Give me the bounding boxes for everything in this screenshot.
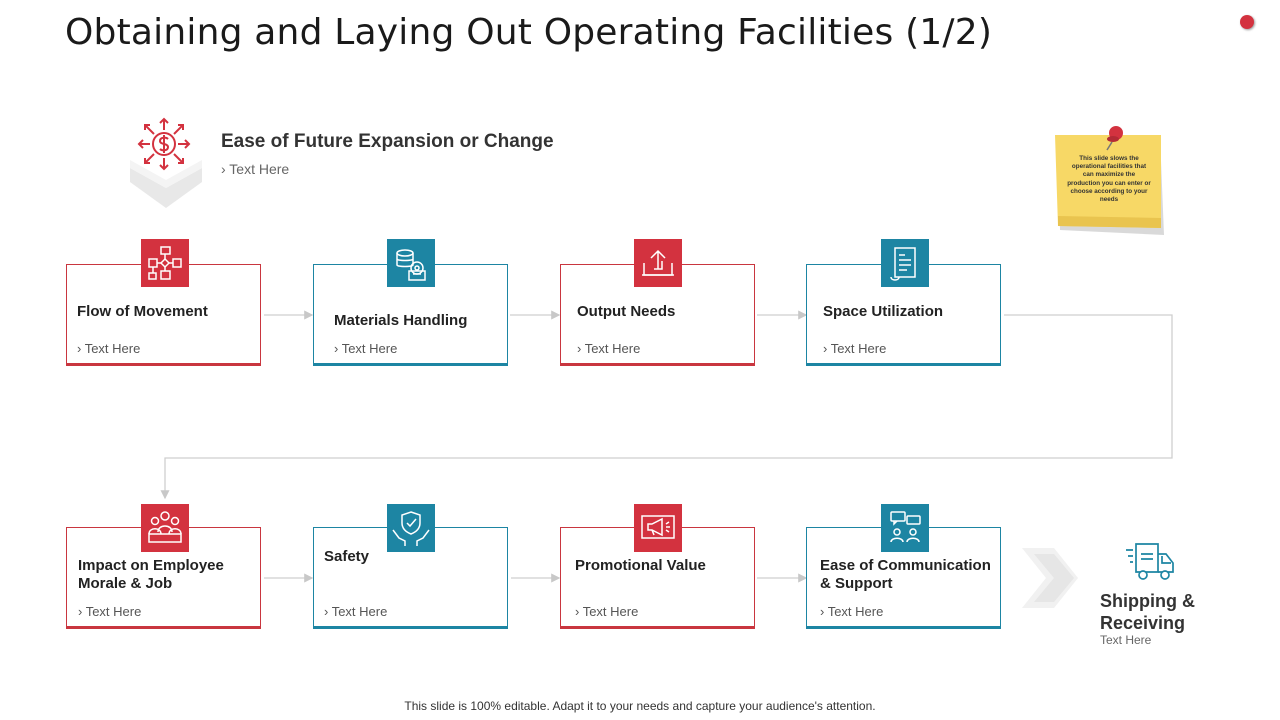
sticky-note [1055, 126, 1164, 235]
dollar-expansion-icon [137, 117, 191, 171]
expansion-text: › Text Here [221, 161, 290, 177]
box-text: › Text Here [78, 604, 142, 619]
chat-people-icon [881, 504, 929, 552]
box-text: › Text Here [820, 604, 884, 619]
box-title: Output Needs [577, 303, 676, 320]
materials-handling-icon [387, 239, 435, 287]
hands-shield-icon [387, 504, 435, 552]
shipping-title: Shipping & Receiving [1100, 591, 1195, 633]
flowchart-icon [141, 239, 189, 287]
box-title: Flow of Movement [77, 303, 208, 320]
pushpin-icon [1106, 126, 1123, 151]
box-text: › Text Here [334, 341, 398, 356]
delivery-truck-icon [1126, 543, 1174, 580]
document-list-icon [881, 239, 929, 287]
corner-dot [1240, 15, 1254, 29]
team-people-icon [141, 504, 189, 552]
box-title: Materials Handling [334, 312, 468, 329]
box-title: Impact on Employee Morale & Job [78, 557, 224, 592]
sticky-note-text: This slide slows the operational facilit… [1067, 155, 1151, 204]
box-title: Promotional Value [575, 557, 706, 574]
box-title: Safety [324, 548, 370, 565]
page-title: Obtaining and Laying Out Operating Facil… [65, 12, 993, 53]
materials-handling-box: Materials Handling › Text Here [313, 264, 508, 366]
shipping-chevron [1022, 548, 1078, 608]
box-text: › Text Here [823, 341, 887, 356]
shipping-text: Text Here [1100, 633, 1152, 647]
output-upload-icon [634, 239, 682, 287]
footer-note: This slide is 100% editable. Adapt it to… [404, 699, 876, 713]
expansion-heading: Ease of Future Expansion or Change [221, 131, 554, 152]
expansion-chevron [130, 160, 202, 208]
box-text: › Text Here [575, 604, 639, 619]
megaphone-icon [634, 504, 682, 552]
box-text: › Text Here [324, 604, 388, 619]
box-text: › Text Here [577, 341, 641, 356]
box-text: › Text Here [77, 341, 141, 356]
box-title: Space Utilization [823, 303, 944, 320]
box-title: Ease of Communication & Support [820, 557, 991, 592]
